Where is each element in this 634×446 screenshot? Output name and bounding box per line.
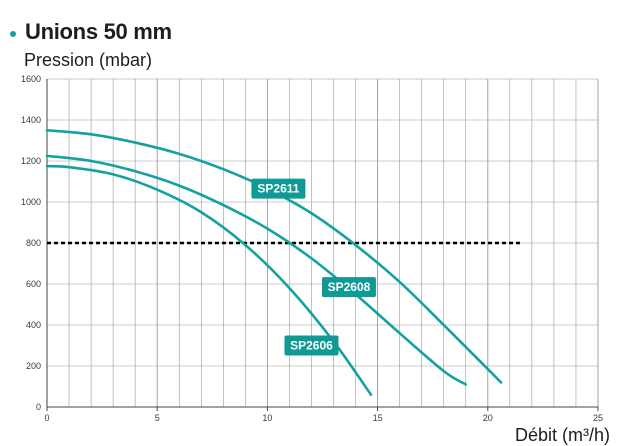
x-axis-label: Débit (m³/h) [514, 425, 610, 445]
series-line-sp2611 [45, 128, 503, 384]
x-tick-label: 5 [155, 413, 160, 423]
y-tick-label: 600 [26, 279, 41, 289]
series-label-box-sp2606 [284, 335, 339, 356]
series-label-sp2606: SP2606 [290, 339, 333, 353]
y-axis-label: Pression (mbar) [24, 50, 153, 70]
bullet-dot [10, 30, 16, 37]
series-label-sp2611: SP2611 [257, 182, 299, 196]
y-tick-label: 1600 [21, 74, 41, 84]
x-tick-label: 10 [262, 413, 272, 423]
y-tick-label: 1200 [21, 156, 41, 166]
x-tick-label: 20 [483, 413, 493, 423]
y-tick-label: 1400 [21, 115, 41, 125]
chart-title: Unions 50 mm [25, 19, 172, 44]
x-tick-label: 15 [373, 413, 383, 423]
x-tick-label: 25 [593, 413, 603, 423]
y-tick-label: 800 [26, 238, 41, 248]
series-label-box-sp2608 [321, 277, 376, 298]
y-tick-label: 1000 [21, 197, 41, 207]
title-row: Unions 50 mm [10, 19, 172, 45]
y-tick-label: 400 [26, 320, 41, 330]
series-label-box-sp2611 [251, 178, 306, 199]
y-tick-label: 0 [36, 402, 41, 412]
y-tick-label: 200 [26, 361, 41, 371]
series-label-sp2608: SP2608 [328, 280, 371, 294]
series-line-sp2608 [45, 154, 468, 386]
x-tick-label: 0 [44, 413, 49, 423]
series-line-sp2606 [45, 164, 373, 396]
